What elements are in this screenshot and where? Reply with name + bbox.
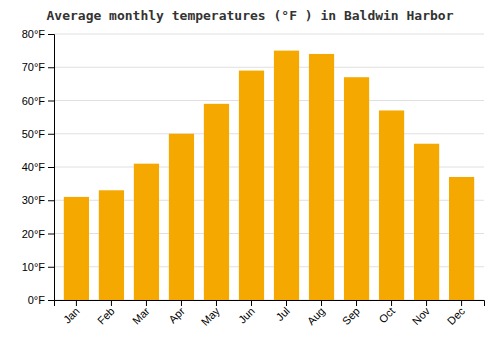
- bar: [239, 71, 264, 300]
- bar: [204, 104, 229, 300]
- tick-mark: [48, 234, 54, 235]
- tick: Dec: [445, 300, 468, 327]
- tick-mark: [321, 300, 322, 306]
- tick-mark: [48, 101, 54, 102]
- tick-mark: [391, 300, 392, 306]
- tick: Feb: [95, 300, 117, 327]
- tick-label: Jun: [236, 305, 257, 326]
- tick-label: Mar: [130, 305, 152, 327]
- title: Average monthly temperatures (°F ) in Ba…: [47, 8, 454, 23]
- tick-mark: [48, 267, 54, 268]
- grid-line: [54, 133, 484, 134]
- grid: [54, 34, 484, 300]
- tick-mark: [146, 300, 147, 306]
- chart: 0°F 10°F 20°F 30°F 40°F 50°F 60°F 70°F 80°F Jan Fe…: [0, 0, 500, 350]
- plot: 0°F 10°F 20°F 30°F 40°F 50°F 60°F 70°F 80°F Jan Fe…: [22, 28, 485, 328]
- bar: [309, 54, 334, 300]
- tick: Apr: [166, 300, 187, 325]
- tick-mark: [48, 300, 54, 301]
- tick-mark: [426, 300, 427, 306]
- grid-line: [54, 34, 484, 35]
- tick-label: Apr: [166, 305, 187, 326]
- tick-label: Aug: [305, 305, 327, 327]
- bar: [169, 134, 194, 300]
- tick-label: Feb: [95, 305, 117, 327]
- tick: 10°F: [22, 261, 54, 273]
- tick-label: Jul: [274, 305, 292, 323]
- bar: [414, 144, 439, 300]
- tick: 0°F: [28, 294, 54, 306]
- y-axis: 0°F 10°F 20°F 30°F 40°F 50°F 60°F 70°F 80°F: [22, 28, 55, 306]
- tick: Jul: [274, 300, 292, 323]
- tick: Aug: [305, 300, 327, 327]
- tick-label: 80°F: [22, 28, 46, 40]
- tick-label: 70°F: [22, 61, 46, 73]
- tick-label: 50°F: [22, 128, 46, 140]
- tick-mark: [251, 300, 252, 306]
- tick: May: [199, 300, 223, 328]
- tick: Jun: [236, 300, 257, 326]
- tick-mark: [48, 200, 54, 201]
- tick-mark: [48, 134, 54, 135]
- axis-line: [55, 301, 485, 307]
- bar: [274, 51, 299, 300]
- tick-label: Sep: [340, 305, 362, 327]
- grid-line: [54, 67, 484, 68]
- tick-mark: [216, 300, 217, 306]
- tick: 40°F: [22, 161, 54, 173]
- x-axis: Jan Feb Mar Apr May Jun Jul Aug Sep Oct Nov Dec: [55, 300, 485, 328]
- tick-label: 10°F: [22, 261, 46, 273]
- tick: 30°F: [22, 194, 54, 206]
- tick: 80°F: [22, 28, 54, 40]
- tick-mark: [356, 300, 357, 306]
- tick-mark: [286, 300, 287, 306]
- tick-label: Jan: [61, 305, 82, 326]
- tick-label: 30°F: [22, 194, 46, 206]
- bar: [379, 110, 404, 300]
- tick: Sep: [340, 300, 362, 327]
- tick: Nov: [410, 300, 433, 327]
- axis-line: [48, 35, 55, 301]
- tick-label: 60°F: [22, 95, 46, 107]
- tick: 50°F: [22, 128, 54, 140]
- tick-mark: [48, 167, 54, 168]
- bar: [344, 77, 369, 300]
- tick: 70°F: [22, 61, 54, 73]
- tick: Mar: [130, 300, 152, 327]
- bar: [134, 164, 159, 300]
- tick-label: Nov: [410, 304, 433, 327]
- tick-label: May: [199, 304, 223, 328]
- tick-label: 20°F: [22, 228, 46, 240]
- bar: [99, 190, 124, 300]
- bar: [449, 177, 474, 300]
- tick-mark: [111, 300, 112, 306]
- tick-mark: [76, 300, 77, 306]
- tick-mark: [181, 300, 182, 306]
- tick: 20°F: [22, 228, 54, 240]
- tick-mark: [48, 67, 54, 68]
- grid-line: [54, 100, 484, 101]
- tick-label: 40°F: [22, 161, 46, 173]
- tick: Jan: [61, 300, 82, 326]
- tick-mark: [48, 34, 54, 35]
- bar: [64, 197, 89, 300]
- tick: 60°F: [22, 95, 54, 107]
- tick-mark: [461, 300, 462, 306]
- bars: [64, 51, 474, 300]
- tick-label: Dec: [445, 304, 468, 327]
- tick-label: Oct: [376, 305, 397, 326]
- tick: Oct: [376, 300, 397, 325]
- tick-label: 0°F: [28, 294, 46, 306]
